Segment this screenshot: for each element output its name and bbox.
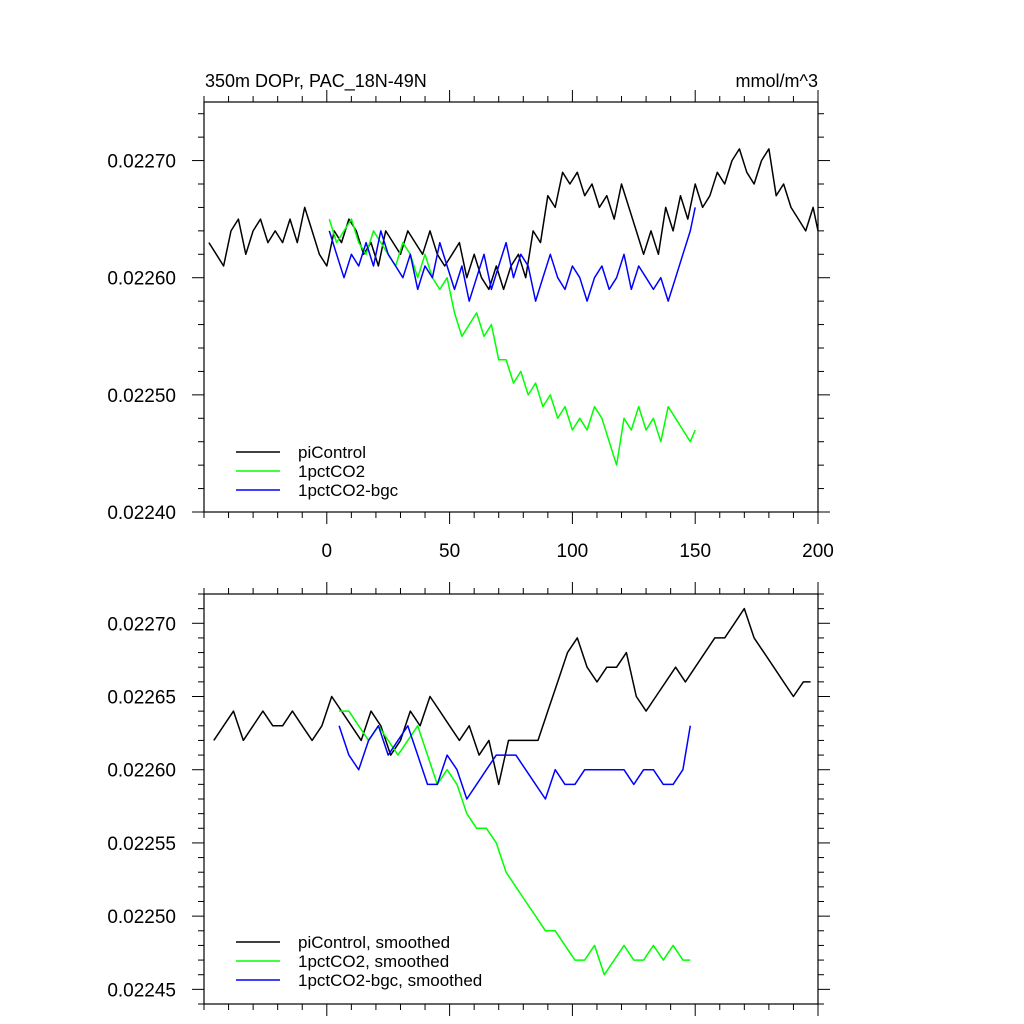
- bottom-panel-series: [213, 607, 811, 976]
- legend-label: piControl: [298, 443, 366, 462]
- x-tick-label: 150: [679, 541, 711, 562]
- y-tick-label: 0.02270: [107, 614, 176, 635]
- x-tick-label: 0: [322, 541, 333, 562]
- legend-label: 1pctCO2: [298, 462, 365, 481]
- top-panel: 350m DOPr, PAC_18N-49N mmol/m^3 0 50 100 15…: [107, 71, 834, 562]
- y-tick-label: 0.02250: [107, 907, 176, 928]
- series-line-1pctco2: [328, 218, 696, 466]
- top-panel-ticks: 0 50 100 150 200 0.02240 0.02250 0.02260 0.02270: [107, 90, 834, 562]
- y-tick-label: 0.02270: [107, 152, 176, 173]
- x-tick-label: 100: [557, 541, 589, 562]
- top-panel-frame: [203, 101, 819, 513]
- series-line-1pctco2-bgc-smoothed: [338, 725, 692, 800]
- y-tick-label: 0.02255: [107, 834, 176, 855]
- series-line-picontrol: [208, 148, 819, 291]
- y-tick-label: 0.02265: [107, 688, 176, 709]
- series-line-1pctco2-bgc: [328, 207, 696, 302]
- bottom-panel-frame: [203, 593, 819, 1005]
- x-tick-label: 50: [439, 541, 460, 562]
- y-tick-label: 0.02250: [107, 386, 176, 407]
- y-tick-label: 0.02245: [107, 980, 176, 1001]
- top-panel-units: mmol/m^3: [736, 71, 818, 91]
- y-tick-label: 0.02260: [107, 761, 176, 782]
- legend-label: piControl, smoothed: [298, 933, 450, 952]
- top-panel-title: 350m DOPr, PAC_18N-49N: [205, 71, 427, 92]
- y-tick-label: 0.02260: [107, 269, 176, 290]
- bottom-panel: 0.02245 0.02250 0.02255 0.02260 0.02265 0.022…: [107, 582, 830, 1016]
- legend-label: 1pctCO2, smoothed: [298, 952, 449, 971]
- series-line-1pctco2-smoothed: [339, 710, 691, 976]
- series-line-picontrol-smoothed: [213, 607, 811, 786]
- top-panel-series: [208, 148, 819, 466]
- bottom-panel-ticks: 0.02245 0.02250 0.02255 0.02260 0.02265 0.022…: [107, 582, 830, 1016]
- legend-label: 1pctCO2-bgc: [298, 481, 399, 500]
- y-tick-label: 0.02240: [107, 503, 176, 524]
- legend-label: 1pctCO2-bgc, smoothed: [298, 971, 482, 990]
- x-tick-label: 200: [802, 541, 834, 562]
